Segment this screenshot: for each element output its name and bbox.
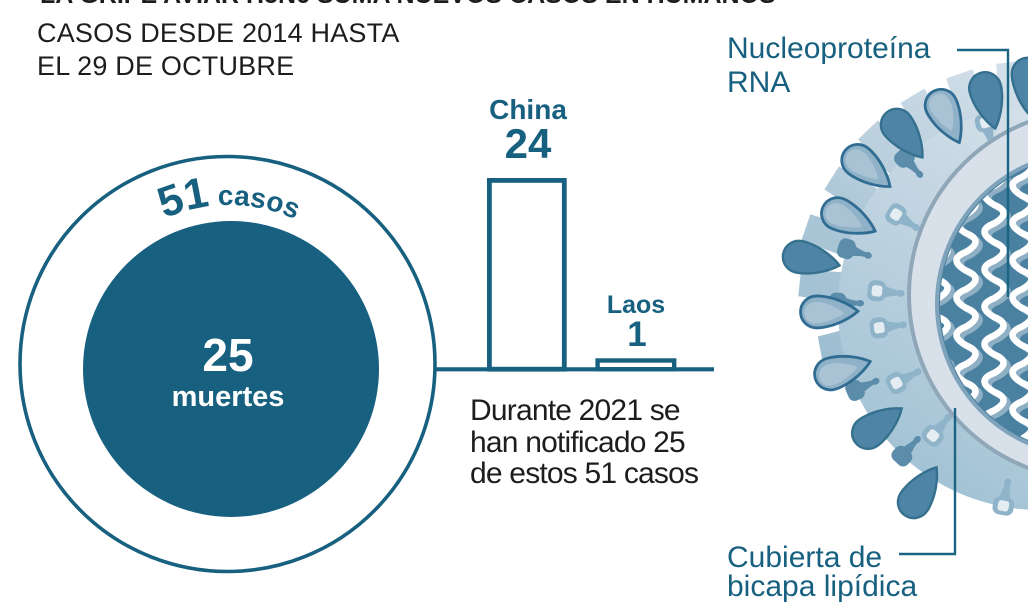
svg-text:51 casos: 51 casos	[151, 168, 304, 227]
